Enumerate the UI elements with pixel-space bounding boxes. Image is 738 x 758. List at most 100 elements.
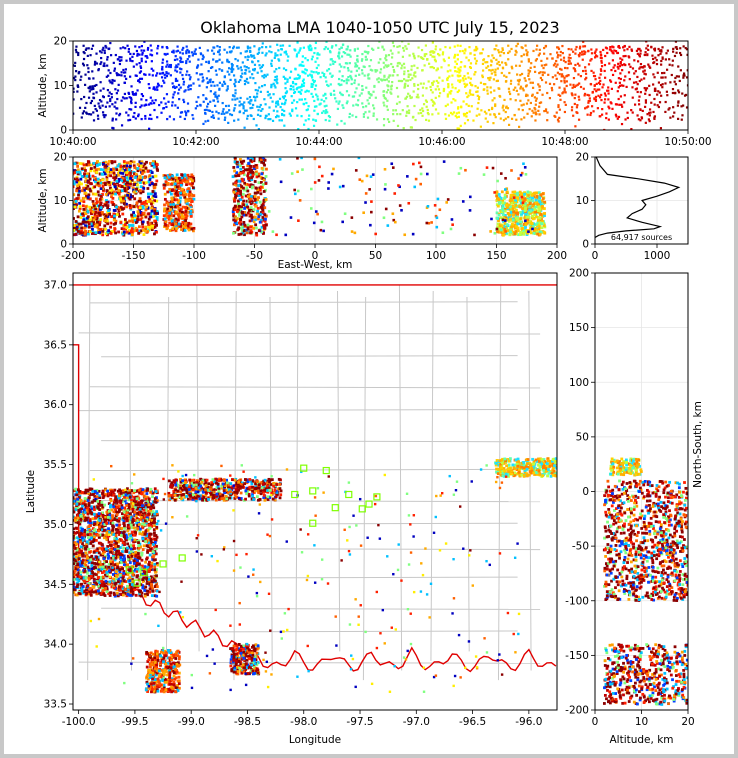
source-point [245, 77, 249, 81]
source-point [580, 53, 583, 56]
source-point [100, 61, 103, 64]
source-point [463, 74, 466, 78]
source-point [227, 67, 231, 70]
source-point [524, 225, 527, 229]
source-point [86, 54, 89, 57]
source-point [511, 190, 515, 194]
source-point [151, 226, 154, 230]
source-point [192, 117, 195, 120]
source-point [538, 101, 541, 105]
source-point [622, 55, 625, 58]
source-point [177, 83, 181, 87]
plot-frame [594, 156, 689, 245]
source-point [423, 53, 426, 56]
source-count-annotation: 64,917 sources [611, 233, 672, 242]
plan-view-panel: -100.0 -99.5 -99.0 -98.5 -98.0 -97.5 -97.0 -96.… [25, 272, 558, 746]
source-point [491, 54, 494, 57]
county-line [78, 332, 541, 335]
source-point [115, 191, 119, 195]
source-point [397, 79, 401, 83]
source-point [502, 52, 506, 55]
source-point [109, 71, 112, 75]
source-point [138, 53, 141, 56]
source-point [155, 179, 159, 183]
source-point [245, 109, 248, 112]
source-point [617, 77, 620, 80]
source-point [479, 81, 483, 84]
source-point [643, 69, 646, 72]
source-point [580, 50, 584, 53]
source-point [152, 87, 155, 90]
source-point [575, 45, 578, 49]
source-point [343, 122, 346, 125]
source-point [280, 119, 283, 122]
source-point [526, 199, 530, 203]
source-point [457, 172, 461, 175]
source-point [184, 216, 188, 220]
source-point [91, 210, 95, 214]
source-point [335, 100, 338, 103]
source-point [239, 167, 243, 171]
source-point [515, 89, 518, 92]
source-point [150, 202, 153, 206]
source-point [413, 84, 416, 87]
source-point [244, 194, 248, 198]
source-point [184, 226, 188, 229]
county-line [89, 301, 518, 304]
x-tick-label: -99.0 [178, 716, 205, 728]
source-point [598, 82, 602, 86]
source-point [643, 72, 646, 75]
source-point [224, 116, 227, 119]
source-point [133, 111, 136, 115]
source-point [361, 84, 364, 88]
source-point [644, 99, 647, 102]
source-point [621, 58, 624, 61]
source-point [78, 106, 82, 109]
source-point [431, 50, 434, 53]
source-point [252, 164, 256, 168]
source-point [78, 172, 82, 176]
source-point [328, 115, 332, 119]
source-point [91, 228, 94, 231]
source-point [246, 211, 250, 215]
source-point [396, 113, 399, 116]
source-point [302, 64, 305, 67]
source-point [157, 44, 160, 48]
source-point [170, 192, 173, 196]
source-point [407, 92, 410, 95]
source-point [109, 170, 113, 174]
source-point [252, 117, 255, 121]
source-point [93, 178, 96, 182]
source-point [350, 230, 354, 233]
source-point [282, 97, 286, 100]
source-point [139, 65, 142, 68]
source-point [126, 168, 130, 172]
source-point [123, 75, 126, 78]
source-point [367, 73, 370, 76]
source-point [98, 184, 101, 188]
source-point [525, 93, 528, 96]
y-axis-label: Altitude, km [37, 168, 49, 232]
source-point [552, 64, 556, 67]
source-point [469, 93, 473, 96]
source-point [582, 87, 585, 90]
plan-sources [73, 457, 557, 694]
source-point [150, 117, 153, 121]
source-point [228, 46, 231, 49]
source-point [519, 217, 522, 221]
source-point [222, 80, 226, 83]
source-point [116, 74, 119, 77]
source-point [516, 79, 520, 82]
source-point [92, 161, 96, 165]
state-border-red-river [78, 574, 557, 673]
source-point [539, 193, 543, 197]
source-point [369, 59, 373, 62]
source-point [174, 79, 178, 83]
source-point [259, 176, 263, 179]
source-point [172, 203, 176, 206]
source-point [581, 69, 585, 73]
source-point [322, 110, 325, 113]
source-point [284, 101, 287, 104]
source-point [284, 50, 288, 53]
source-point [119, 167, 123, 171]
